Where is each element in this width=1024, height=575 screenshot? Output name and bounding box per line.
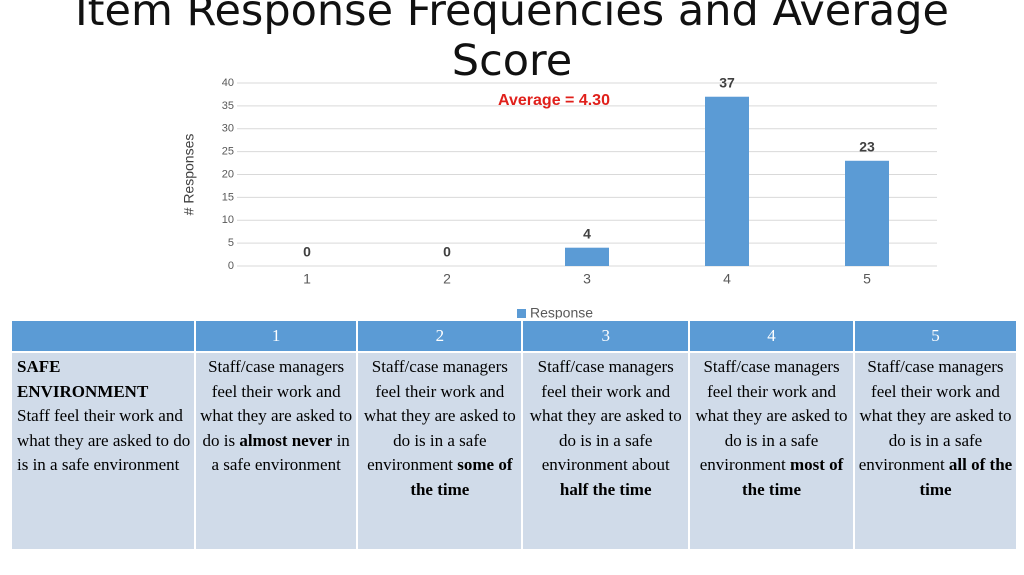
row-label: SAFE ENVIRONMENT Staff feel their work an… [10, 351, 196, 551]
annotation: Average = 4.30 [498, 92, 610, 109]
value-label: 23 [859, 138, 875, 154]
value-label: 0 [443, 244, 451, 260]
y-tick-label: 20 [222, 168, 234, 180]
description-cell: Staff/case managers feel their work and … [521, 351, 691, 551]
description-cell: Staff/case managers feel their work and … [193, 351, 359, 551]
value-label: 4 [583, 225, 591, 241]
header-cell: 1 [193, 319, 359, 353]
y-tick-label: 25 [222, 146, 234, 158]
cell-text: Staff/case managers feel their work and … [695, 357, 848, 474]
header-cell: 4 [688, 319, 855, 353]
y-tick-label: 30 [222, 123, 234, 135]
y-tick-label: 5 [228, 237, 234, 249]
cell-text: Staff/case managers feel their work and … [363, 357, 516, 474]
y-tick-label: 0 [228, 260, 234, 272]
cell-text: Staff/case managers feel their work and … [200, 357, 353, 450]
cell-text: in a safe environment [211, 430, 350, 475]
y-tick-label: 10 [222, 214, 234, 226]
bar [705, 96, 749, 266]
y-tick-label: 35 [222, 100, 234, 112]
emphasis: most of the time [742, 455, 844, 499]
x-tick-label: 2 [443, 271, 451, 287]
description-cell: Staff/case managers feel their work and … [688, 351, 855, 551]
header-corner [10, 319, 196, 353]
cell-text: Staff/case managers feel their work and … [858, 357, 1012, 474]
header-cell: 3 [521, 319, 691, 353]
chart-title: Item Response Frequencies and Average Sc… [74, 0, 950, 86]
header-cell: 5 [852, 319, 1019, 353]
cell-text: Staff/case managers feel their work and … [529, 357, 682, 474]
bar [565, 247, 609, 266]
emphasis: some of the time [410, 455, 513, 499]
x-tick-label: 3 [583, 271, 591, 287]
y-axis-label: # Responses [181, 134, 197, 216]
body-row: SAFE ENVIRONMENT Staff feel their work an… [10, 351, 1019, 551]
x-tick-label: 1 [303, 271, 311, 287]
emphasis: half the time [559, 479, 652, 499]
bar [845, 160, 889, 266]
description-cell: Staff/case managers feel their work and … [852, 351, 1019, 551]
x-tick-label: 4 [723, 271, 731, 287]
value-label: 0 [303, 244, 311, 260]
header-cell: 2 [356, 319, 524, 353]
emphasis: almost never [239, 430, 333, 450]
legend-label: Response [530, 305, 593, 321]
emphasis: all of the time [919, 455, 1013, 499]
value-label: 37 [719, 74, 735, 90]
legend-swatch [517, 309, 526, 318]
y-tick-label: 40 [222, 77, 234, 89]
x-tick-label: 5 [863, 271, 871, 287]
description-cell: Staff/case managers feel their work and … [356, 351, 524, 551]
y-tick-label: 15 [222, 191, 234, 203]
row-text: Staff feel their work and what they are … [17, 406, 191, 474]
row-title: SAFE ENVIRONMENT [17, 357, 149, 401]
